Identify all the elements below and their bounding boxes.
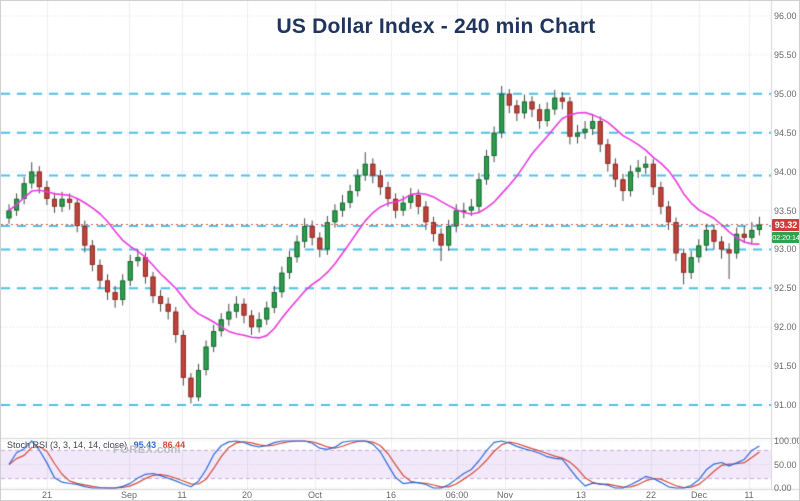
- indicator-tick-label: 50.00: [774, 459, 797, 470]
- time-tick-label: 20: [241, 490, 253, 500]
- price-tick-label: 96.00: [774, 11, 797, 21]
- indicator-k-value: 95.43: [133, 440, 157, 450]
- time-tick-label: 11: [744, 490, 754, 500]
- time-tick-label: Nov: [496, 490, 514, 500]
- price-tick-label: 93.50: [774, 205, 797, 216]
- time-axis[interactable]: 21 Sep 11 20 Oct 16 06:00 Nov 13 22 Dec 11: [1, 489, 799, 500]
- indicator-name: Stoch RSI: [7, 440, 48, 450]
- last-price-badge: 93.32: [772, 218, 799, 231]
- indicator-d-value: 86.44: [162, 440, 186, 450]
- time-tick-label: 06:00: [445, 490, 469, 500]
- price-tick-label: 91.50: [774, 361, 797, 372]
- price-axis[interactable]: 96.00 95.50 95.00 94.50 94.00 93.50 93.00 92.50…: [771, 1, 800, 493]
- indicator-tick-label: 0.00: [774, 483, 792, 493]
- price-tick-label: 95.00: [774, 88, 797, 99]
- indicator-params: (3, 3, 14, 14, close): [50, 440, 128, 450]
- time-tick-label: Sep: [120, 490, 138, 500]
- price-tick-label: 92.00: [774, 322, 797, 333]
- price-tick-label: 93.00: [774, 244, 797, 255]
- price-tick-label: 95.50: [774, 49, 797, 60]
- time-tick-label: 22: [645, 490, 657, 500]
- price-tick-label: 94.00: [774, 166, 797, 177]
- indicator-tick-label: 100.00: [774, 436, 800, 446]
- price-tick-label: 94.50: [774, 127, 797, 138]
- price-tick-label: 91.00: [774, 400, 797, 410]
- time-tick-label: 13: [575, 490, 587, 500]
- indicator-label[interactable]: Stoch RSI (3, 3, 14, 14, close) 95.43 86…: [7, 440, 185, 450]
- candle-countdown-badge: 02:20:14: [772, 231, 800, 243]
- time-tick-label: 16: [385, 490, 397, 500]
- price-tick-label: 92.50: [774, 283, 797, 294]
- time-tick-label: Oct: [307, 490, 323, 500]
- time-tick-label: 11: [177, 490, 187, 500]
- time-tick-label: Dec: [690, 490, 708, 500]
- time-tick-label: 21: [41, 490, 53, 500]
